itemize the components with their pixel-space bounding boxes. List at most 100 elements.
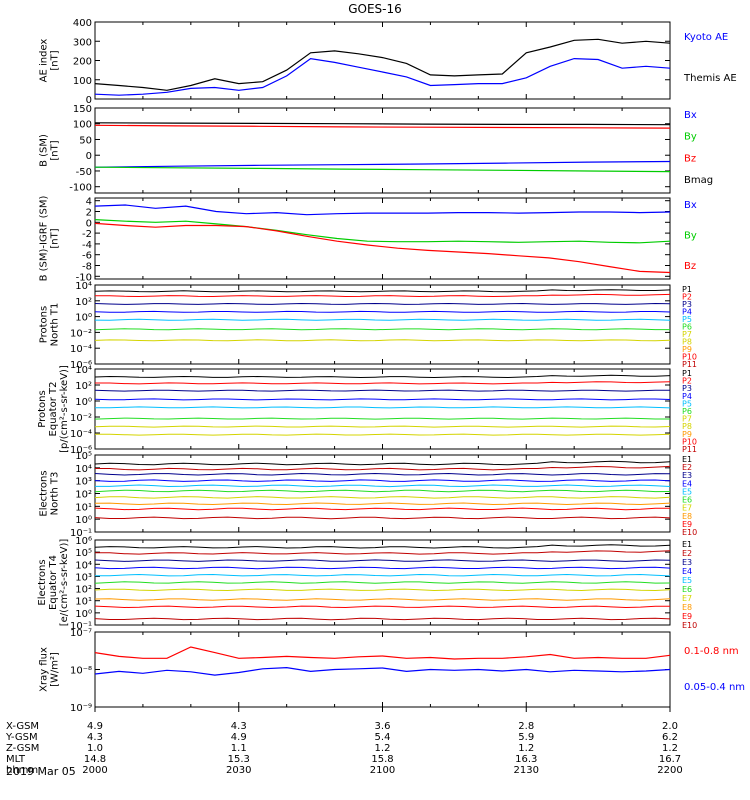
channel-line-e5 [95,573,671,577]
channel-label: E3 [682,558,692,567]
panel-frame [94,454,671,533]
channel-label: E7 [682,504,692,513]
y-tick-label: 10⁰ [75,313,92,324]
footer-value: 3.6 [375,721,391,732]
y-tick-label: -8 [82,262,92,273]
y-tick-label: 10⁻⁴ [70,429,92,440]
y-axis-label: [nT] [50,140,61,160]
y-tick-label: 0 [86,151,92,162]
series-line-bmag [94,122,671,126]
channel-line-e9 [94,605,670,609]
channel-label: E1 [682,540,692,549]
legend-entry: Bmag [684,175,713,186]
footer-value: 1.2 [518,743,534,754]
channel-line-e10 [94,516,671,520]
y-tick-label: 10⁻⁹ [70,703,92,714]
footer-value: 16.7 [659,754,681,765]
footer-value: 14.8 [84,754,106,765]
channel-label: P3 [682,384,692,393]
channel-label: E3 [682,471,692,480]
footer-value: 6.2 [662,732,678,743]
series-line-bx [94,160,671,168]
footer-row-label: Z-GSM [6,743,39,754]
y-axis-label: Equator T2 [48,382,59,437]
y-tick-label: 10⁰ [75,609,92,620]
channel-line-p5 [94,318,671,321]
legend-entry: Bx [684,200,697,211]
y-axis-label: Protons [37,390,48,427]
panel-frame [94,284,671,365]
y-tick-label: 100 [73,120,92,131]
y-tick-label: 4 [86,197,92,208]
footer-row-label: Y-GSM [5,732,38,743]
channel-line-e8 [94,502,671,506]
channel-line-p4 [94,398,671,401]
y-tick-label: 2 [86,208,92,219]
footer-value: 2100 [370,765,395,776]
series-line-bx [94,204,671,216]
y-axis-label: [W/m²] [50,652,61,687]
y-axis-label: [nT] [50,50,61,70]
y-tick-label: 50 [79,135,92,146]
channel-line-p6 [94,417,670,420]
y-tick-label: 10⁰ [75,397,92,408]
footer-row-label: hhmm [6,765,38,776]
channel-line-e7 [94,496,671,499]
series-line-themis-ae [94,38,671,91]
date-label: 2019 Mar 05 [6,765,76,778]
footer-value: 2.8 [518,721,534,732]
channel-line-p8 [94,433,671,436]
channel-line-e2 [95,465,671,471]
y-tick-label: 10⁻² [70,328,92,339]
y-axis-label: [nT] [50,228,61,248]
y-tick-label: -10 [76,272,92,283]
channel-label: P10 [682,437,697,446]
y-tick-label: 10³ [75,477,92,488]
footer-value: 2.0 [662,721,678,732]
y-axis-label: B (SM)-IGRF (SM) [39,196,50,282]
y-tick-label: 10⁴ [75,365,92,376]
y-tick-label: 200 [73,57,92,68]
channel-label: E8 [682,512,692,521]
y-axis-label: AE index [39,39,50,83]
y-tick-label: 10² [75,585,92,596]
footer-value: 4.3 [231,721,247,732]
channel-line-p7 [94,425,671,428]
y-tick-label: 100 [73,76,92,87]
panel-frame [94,631,671,708]
footer-row-label: MLT [6,754,26,765]
channel-line-e7 [94,588,671,592]
y-tick-label: 300 [73,37,92,48]
y-tick-label: 10² [75,297,92,308]
channel-label: P8 [682,422,692,431]
legend-entry: Kyoto AE [684,32,728,43]
legend-entry: Bz [684,153,696,164]
footer-row-label: X-GSM [6,721,39,732]
channel-line-e8 [94,598,671,601]
y-axis-label: North T3 [50,472,61,516]
y-tick-label: 150 [73,104,92,115]
y-tick-label: 10⁵ [75,451,92,462]
y-tick-label: -2 [82,229,92,240]
channel-label: E2 [682,463,692,472]
series-line-bz [94,124,671,129]
panel-p_equator: 10⁻⁶ 10⁻⁴ 10⁻² 10⁰ 10² 10⁴ Protons Equator T2 [p… [37,365,697,456]
y-tick-label: -100 [69,183,92,194]
footer-value: 2000 [82,765,107,776]
legend-entry: Bx [684,110,697,121]
y-tick-label: 10⁴ [75,281,92,292]
channel-line-p1 [94,289,671,293]
y-tick-label: 10⁰ [75,515,92,526]
channel-line-e1 [94,460,671,466]
channel-label: E5 [682,487,692,496]
panel-frame [94,107,671,194]
channel-label: P4 [682,392,692,401]
channel-line-p3 [94,389,671,392]
y-tick-label: 10¹ [75,502,92,513]
channel-label: P7 [682,330,692,339]
series-line-by [94,219,671,244]
